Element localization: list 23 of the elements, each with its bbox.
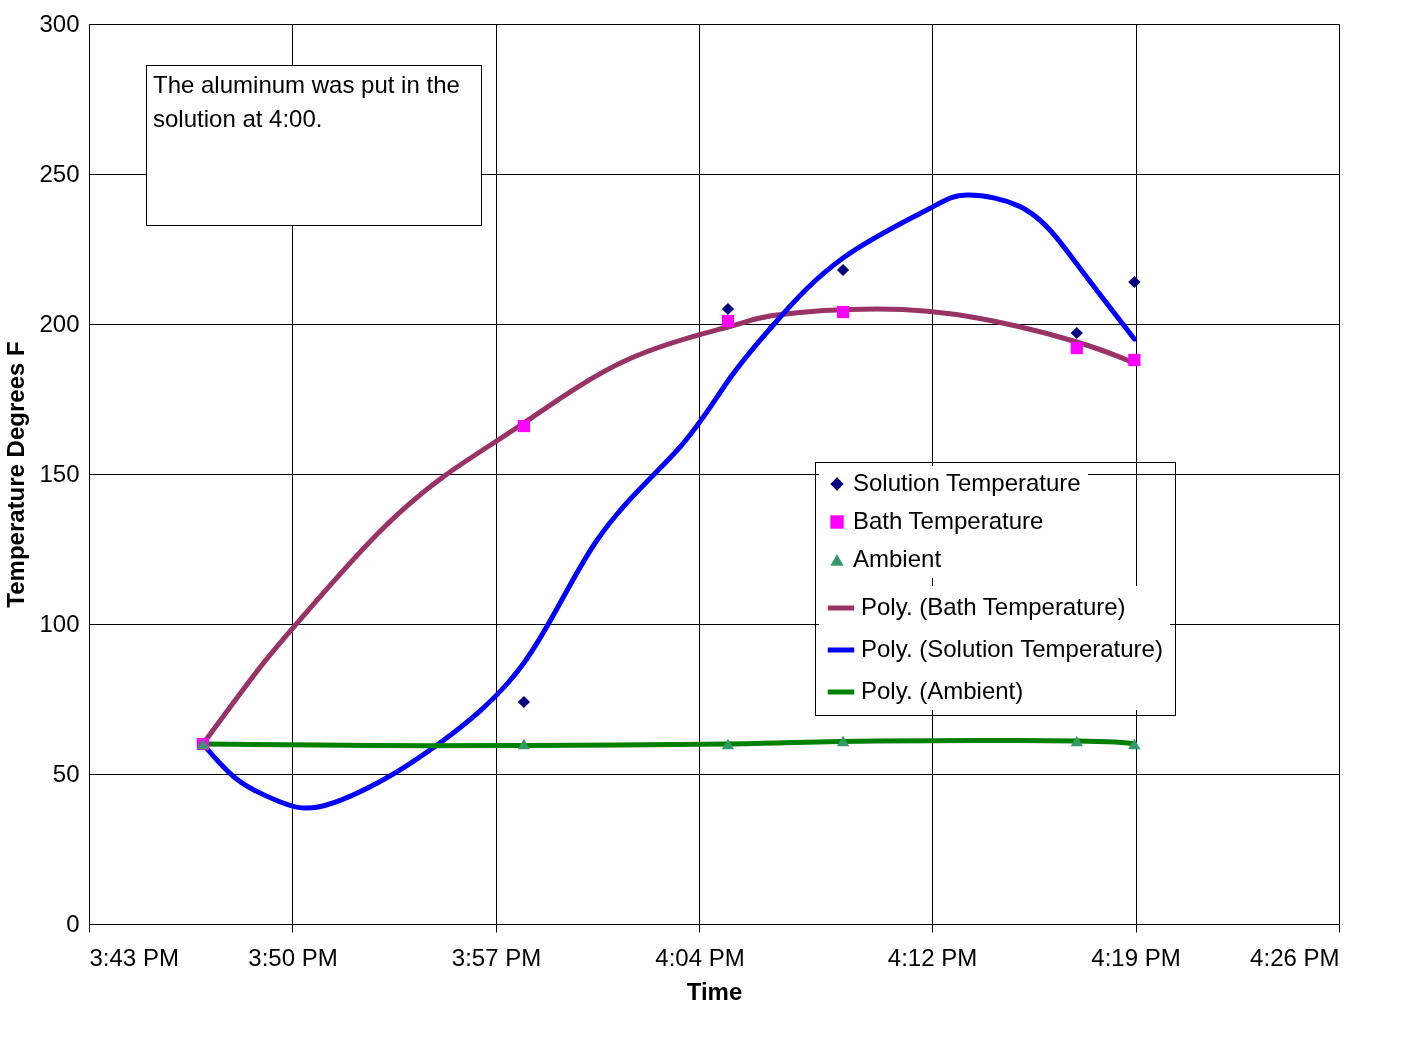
legend-label: Ambient [853,545,942,572]
y-tick-label: 0 [66,909,80,937]
x-tick-label: 4:04 PM [655,943,745,971]
y-tick-label: 50 [52,759,80,787]
note-box: The aluminum was put in the solution at 4:00. [146,65,482,226]
y-tick-label: 300 [39,9,80,37]
y-tick-label: 250 [39,159,80,187]
y-axis-title: Temperature Degrees F [2,341,30,608]
x-tick-label: 4:26 PM [1250,943,1340,971]
y-tick-label: 100 [39,609,80,637]
legend-label: Poly. (Ambient) [861,677,1024,704]
x-tick-label: 4:12 PM [887,943,978,971]
legend-label: Poly. (Solution Temperature) [861,635,1163,662]
x-tick-label: 3:43 PM [89,943,179,971]
legend-label: Bath Temperature [853,507,1044,534]
x-tick-label: 4:19 PM [1091,943,1181,971]
x-tick-label: 3:50 PM [248,943,338,971]
y-tick-label: 150 [39,459,80,487]
x-tick-label: 3:57 PM [451,943,542,971]
y-tick-label: 200 [39,309,80,337]
legend-label: Solution Temperature [853,469,1081,496]
legend-label: Poly. (Bath Temperature) [861,593,1126,620]
x-axis-title: Time [686,977,743,1005]
